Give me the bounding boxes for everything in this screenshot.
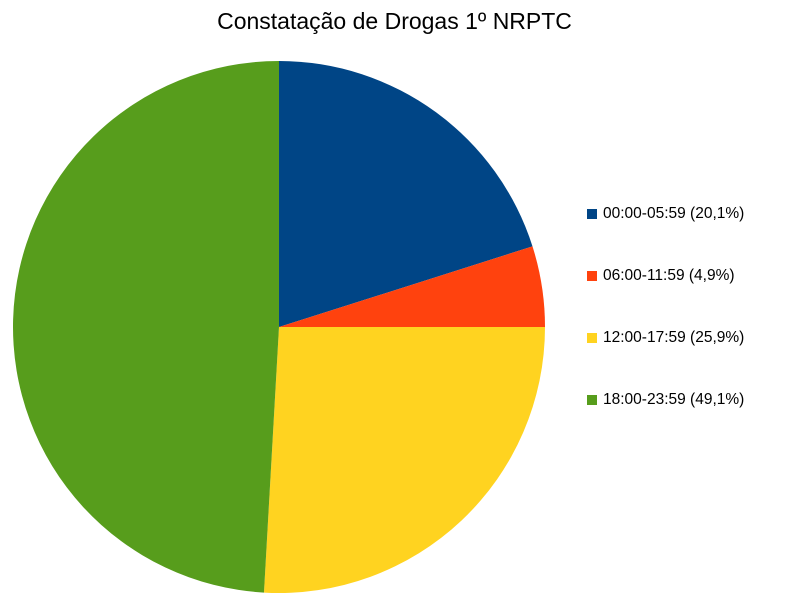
legend-swatch [587,209,597,219]
legend-label: 18:00-23:59 (49,1%) [603,391,745,408]
pie-slice-00:00-05:59 [279,61,533,327]
chart-title: Constatação de Drogas 1º NRPTC [217,8,572,34]
pie-slice-06:00-11:59 [279,246,545,327]
pie-slice-18:00-23:59 [12,61,280,593]
pie-slices [12,61,545,593]
pie-slice-12:00-17:59 [263,327,545,593]
legend-swatch [587,395,597,405]
legend-label: 00:00-05:59 (20,1%) [603,205,745,222]
legend-swatch [587,333,597,343]
legend-swatch [587,271,597,281]
legend-label: 12:00-17:59 (25,9%) [603,329,745,346]
legend-label: 06:00-11:59 (4,9%) [603,267,735,284]
